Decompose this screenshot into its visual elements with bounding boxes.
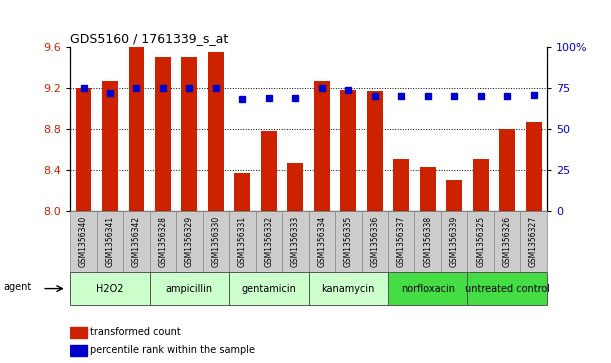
FancyBboxPatch shape — [70, 272, 150, 305]
Text: GSM1356337: GSM1356337 — [397, 216, 406, 267]
Bar — [393, 159, 409, 211]
FancyBboxPatch shape — [309, 211, 335, 272]
Text: GSM1356342: GSM1356342 — [132, 216, 141, 267]
Bar — [261, 131, 277, 211]
Text: GSM1356341: GSM1356341 — [106, 216, 114, 267]
FancyBboxPatch shape — [70, 211, 97, 272]
Text: GSM1356326: GSM1356326 — [503, 216, 511, 267]
Text: ampicillin: ampicillin — [166, 284, 213, 294]
Text: gentamicin: gentamicin — [241, 284, 296, 294]
Bar — [340, 90, 356, 211]
FancyBboxPatch shape — [388, 272, 467, 305]
FancyBboxPatch shape — [255, 211, 282, 272]
Text: GSM1356336: GSM1356336 — [370, 216, 379, 267]
FancyBboxPatch shape — [176, 211, 203, 272]
Text: GSM1356338: GSM1356338 — [423, 216, 432, 267]
FancyBboxPatch shape — [414, 211, 441, 272]
FancyBboxPatch shape — [150, 272, 229, 305]
Text: transformed count: transformed count — [90, 327, 181, 337]
Bar — [70, 327, 87, 338]
FancyBboxPatch shape — [467, 211, 494, 272]
Text: GSM1356328: GSM1356328 — [158, 216, 167, 267]
Text: GSM1356339: GSM1356339 — [450, 216, 459, 267]
Bar — [70, 345, 87, 356]
FancyBboxPatch shape — [467, 272, 547, 305]
FancyBboxPatch shape — [441, 211, 467, 272]
Text: percentile rank within the sample: percentile rank within the sample — [90, 345, 255, 355]
FancyBboxPatch shape — [123, 211, 150, 272]
FancyBboxPatch shape — [229, 272, 309, 305]
Text: GSM1356335: GSM1356335 — [344, 216, 353, 267]
Bar — [420, 167, 436, 211]
Text: GSM1356340: GSM1356340 — [79, 216, 88, 267]
Bar — [473, 159, 489, 211]
Text: GSM1356331: GSM1356331 — [238, 216, 247, 267]
Text: GSM1356327: GSM1356327 — [529, 216, 538, 267]
Bar — [76, 88, 92, 211]
Text: GSM1356330: GSM1356330 — [211, 216, 221, 267]
Text: norfloxacin: norfloxacin — [401, 284, 455, 294]
Text: untreated control: untreated control — [464, 284, 550, 294]
Text: H2O2: H2O2 — [96, 284, 124, 294]
Text: GSM1356325: GSM1356325 — [476, 216, 485, 267]
Bar — [128, 47, 144, 211]
Text: GSM1356333: GSM1356333 — [291, 216, 300, 267]
Text: GSM1356334: GSM1356334 — [317, 216, 326, 267]
Bar — [102, 81, 118, 211]
FancyBboxPatch shape — [521, 211, 547, 272]
Text: GSM1356329: GSM1356329 — [185, 216, 194, 267]
FancyBboxPatch shape — [150, 211, 176, 272]
Bar — [208, 52, 224, 211]
Text: GSM1356332: GSM1356332 — [265, 216, 273, 267]
Bar — [181, 57, 197, 211]
Text: agent: agent — [4, 282, 32, 292]
Bar — [525, 122, 541, 211]
FancyBboxPatch shape — [282, 211, 309, 272]
FancyBboxPatch shape — [309, 272, 388, 305]
Bar — [367, 91, 382, 211]
FancyBboxPatch shape — [335, 211, 362, 272]
Bar — [314, 81, 330, 211]
FancyBboxPatch shape — [362, 211, 388, 272]
FancyBboxPatch shape — [388, 211, 414, 272]
Bar — [287, 163, 303, 211]
FancyBboxPatch shape — [494, 211, 521, 272]
Text: kanamycin: kanamycin — [321, 284, 375, 294]
Bar — [499, 129, 515, 211]
Bar — [235, 173, 251, 211]
Bar — [446, 180, 462, 211]
FancyBboxPatch shape — [97, 211, 123, 272]
FancyBboxPatch shape — [229, 211, 255, 272]
Bar — [155, 57, 171, 211]
Text: GDS5160 / 1761339_s_at: GDS5160 / 1761339_s_at — [70, 32, 229, 45]
FancyBboxPatch shape — [203, 211, 229, 272]
